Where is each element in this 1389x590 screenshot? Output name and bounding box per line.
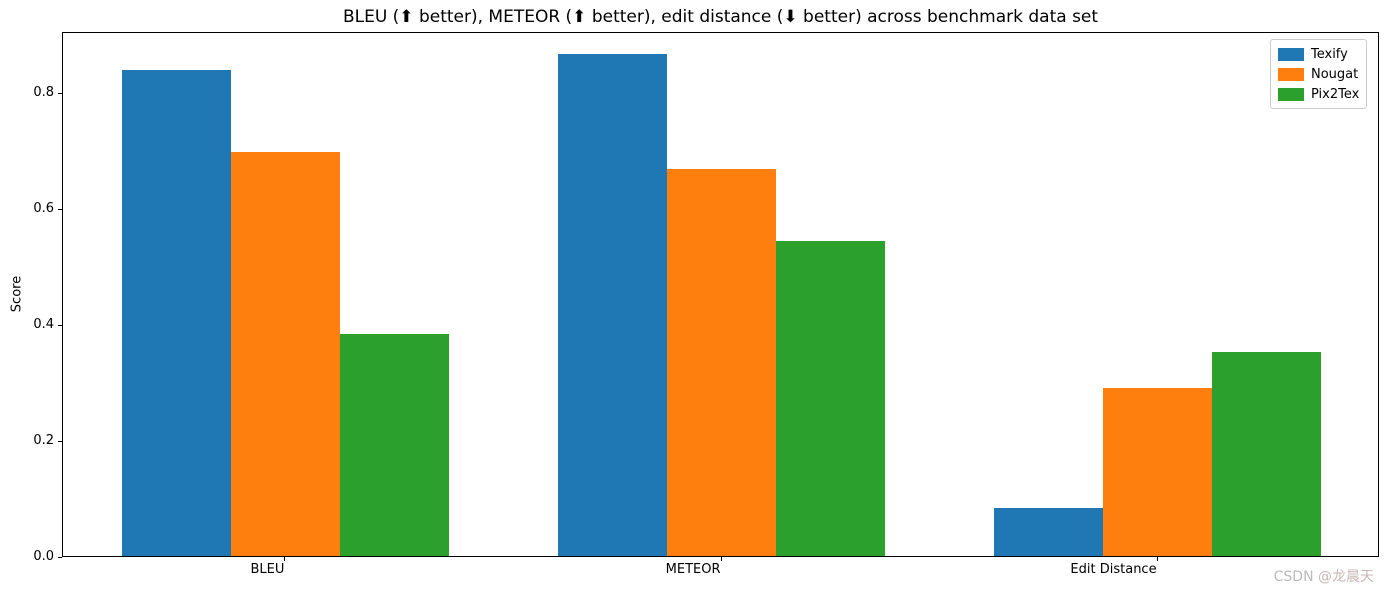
bar-texify-meteor [557,53,667,556]
bar-pix2tex-bleu [339,334,449,556]
watermark-author: @龙晨天 [1318,569,1374,585]
legend-swatch-nougat [1278,67,1304,81]
ytick-label-0.0: 0.0 [33,549,54,564]
ytick-mark [58,209,62,211]
legend-label-pix2tex: Pix2Tex [1311,86,1360,102]
y-axis-label: Score [9,275,25,313]
xtick-label-edit-distance: Edit Distance [1070,562,1157,577]
watermark: CSDN @龙晨天 [1274,566,1374,586]
bar-pix2tex-edit-distance [1212,352,1322,556]
ytick-label-0.4: 0.4 [33,317,54,333]
bar-nougat-meteor [666,169,776,556]
watermark-prefix: CSDN [1273,569,1314,585]
legend-label-nougat: Nougat [1311,66,1359,82]
bar-texify-bleu [121,70,231,556]
legend-swatch-pix2tex [1278,87,1304,101]
legend: Texify Nougat Pix2Tex [1270,39,1368,109]
xtick-mark [720,557,722,561]
ytick-mark [58,557,62,558]
plot-area [62,32,1379,557]
ytick-mark [58,441,62,443]
ytick-mark [58,93,62,95]
ytick-label-0.2: 0.2 [33,433,54,449]
legend-item-pix2tex: Pix2Tex [1278,84,1359,104]
bar-pix2tex-meteor [776,241,886,556]
xtick-mark [284,557,286,561]
ytick-mark [58,325,62,327]
ytick-label-0.8: 0.8 [33,85,54,101]
legend-item-nougat: Nougat [1278,64,1359,84]
legend-item-texify: Texify [1278,44,1359,64]
bar-nougat-edit-distance [1103,388,1213,556]
ytick-label-0.6: 0.6 [33,201,54,217]
legend-label-texify: Texify [1311,46,1348,62]
xtick-mark [1156,557,1158,561]
legend-swatch-texify [1278,47,1304,61]
bar-nougat-bleu [230,151,340,556]
bar-texify-edit-distance [994,508,1104,556]
chart-title: BLEU (⬆ better), METEOR (⬆ better), edit… [342,7,1099,27]
xtick-label-bleu: BLEU [250,562,285,577]
xtick-label-meteor: METEOR [665,562,721,577]
